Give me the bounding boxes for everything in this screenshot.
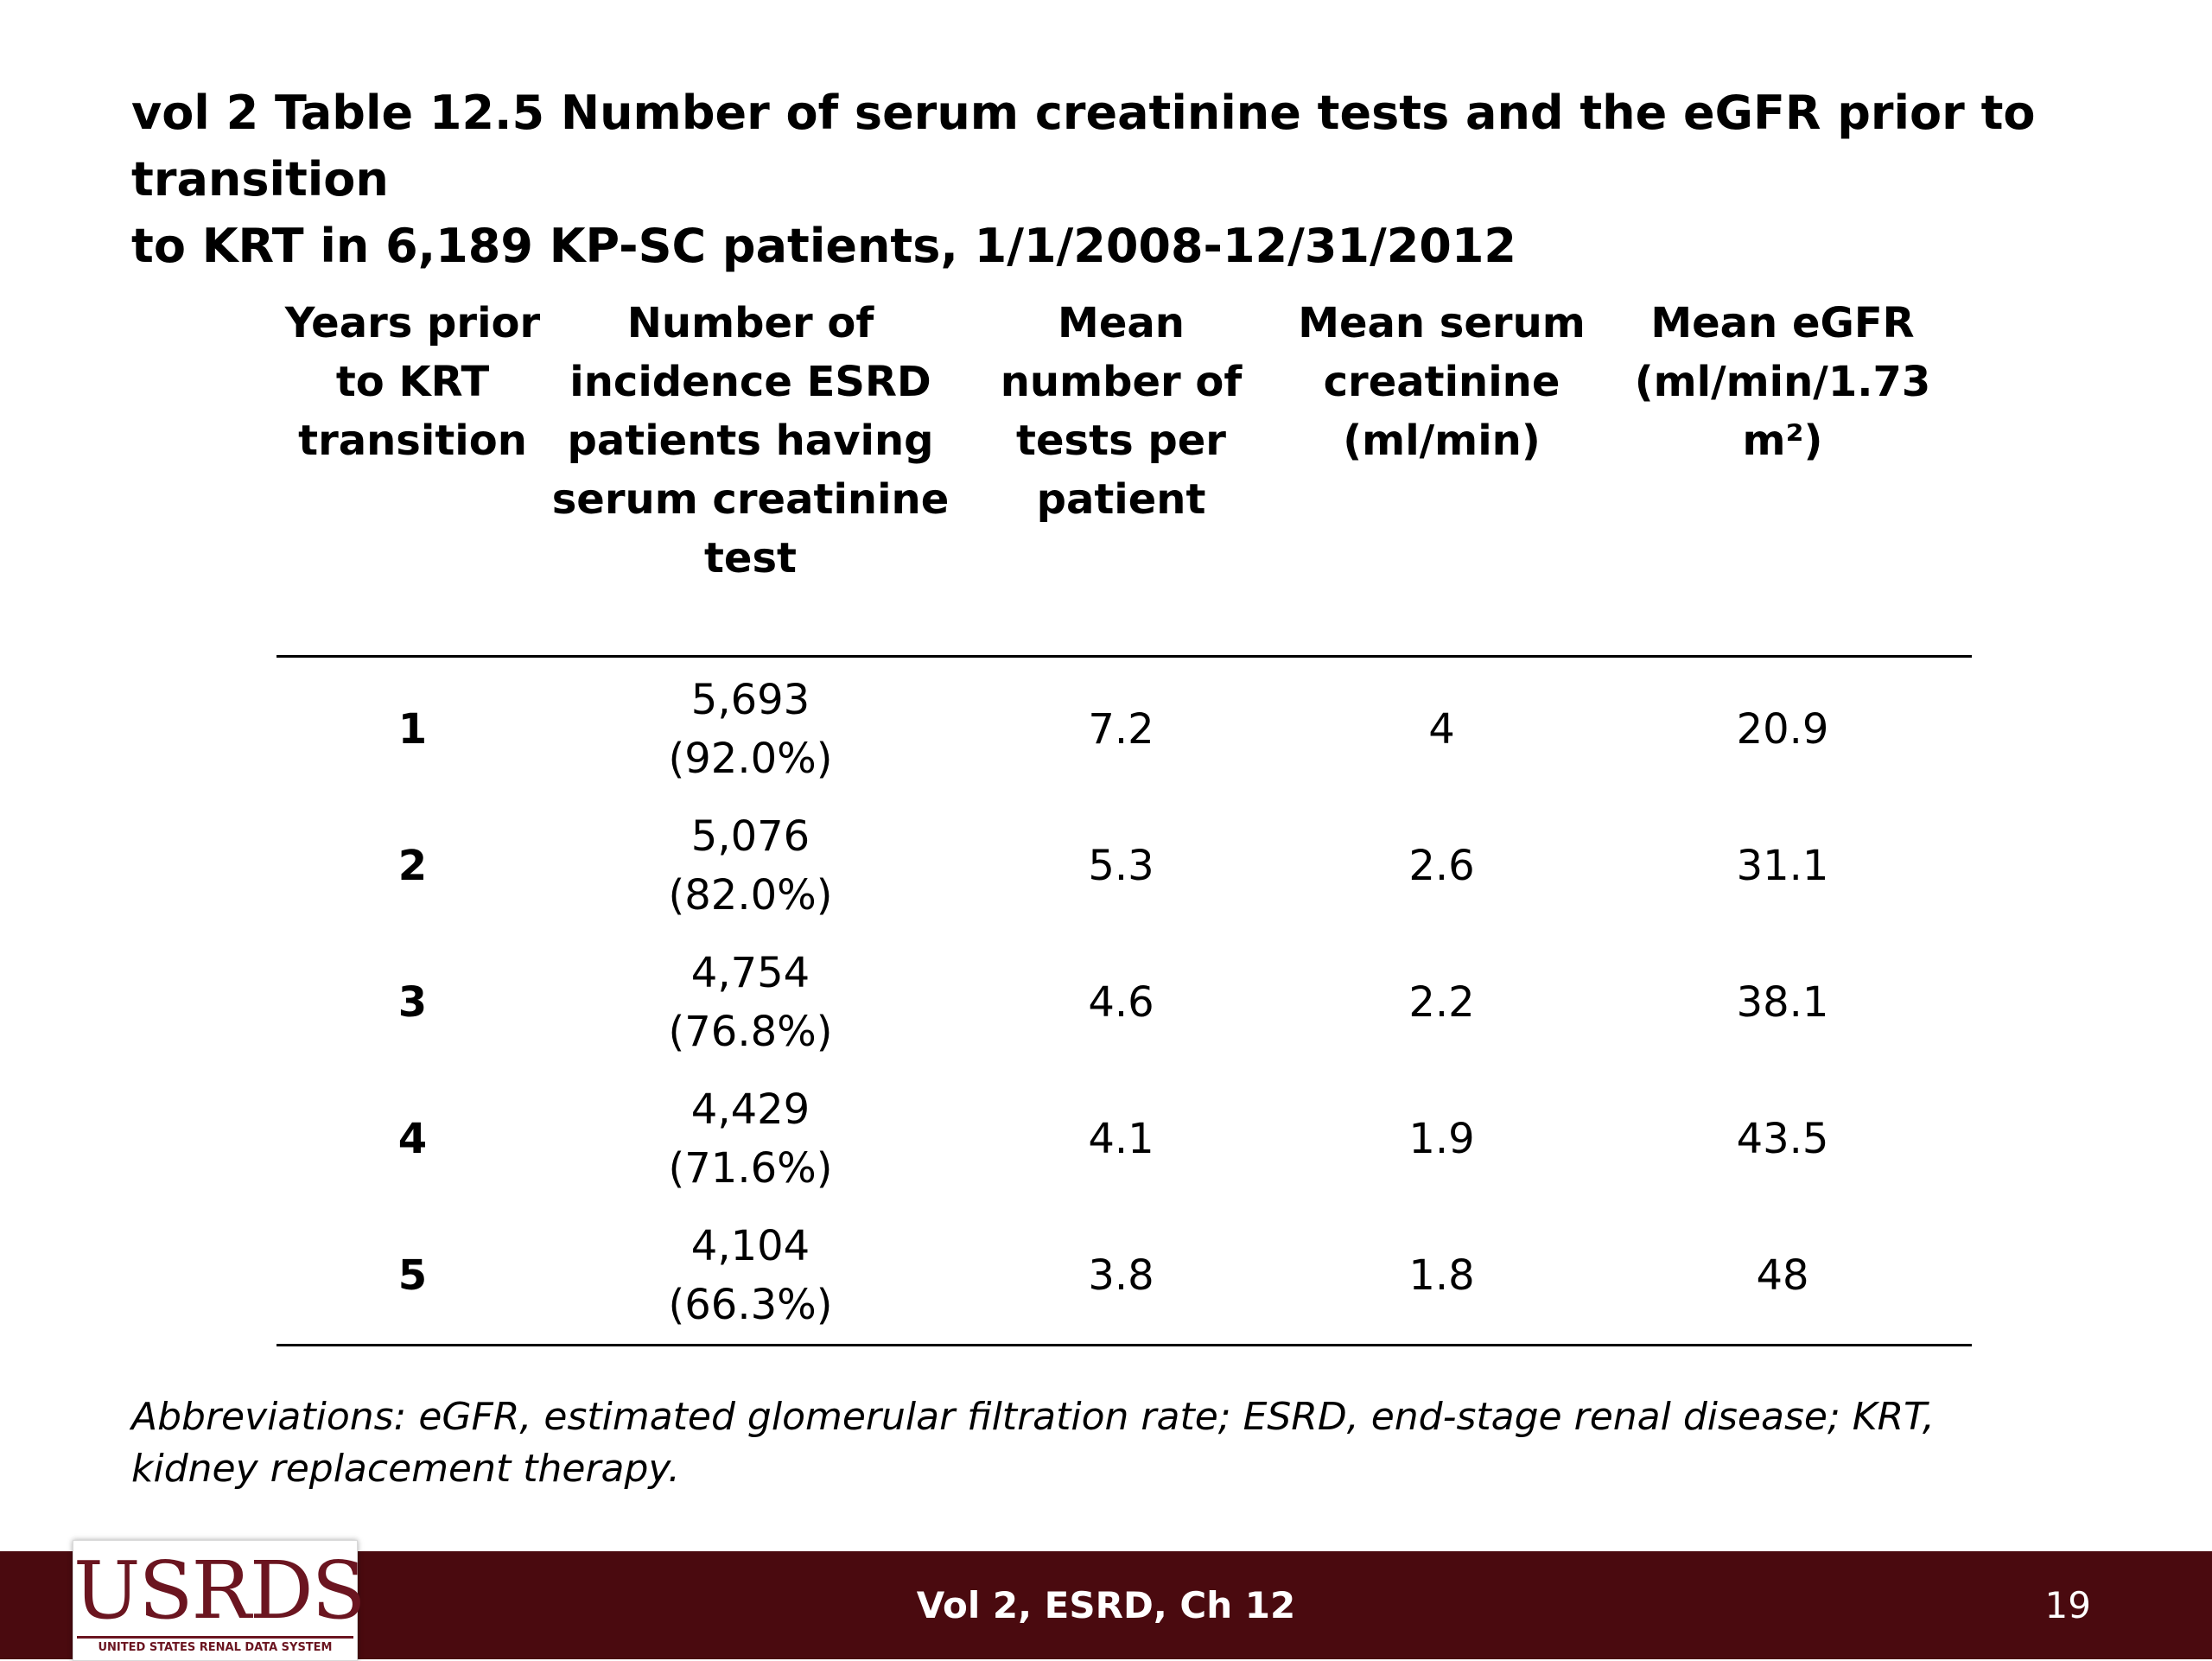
cell-mean-tests: 5.3 [1088,842,1154,890]
cell-year: 4 [397,1115,428,1163]
cell-year: 1 [397,705,428,754]
cell-year: 3 [397,978,428,1027]
cell-egfr: 48 [1593,1207,1972,1346]
cell-mean-tests: 4.6 [1088,978,1154,1027]
cell-egfr: 20.9 [1736,705,1829,754]
page-number: 19 [2044,1584,2091,1626]
cell-mean-tests: 4.1 [1088,1115,1154,1163]
cell-creatinine: 2.6 [1408,842,1475,890]
cell-creatinine: 1.8 [1290,1207,1593,1346]
cell-egfr: 43.5 [1736,1115,1829,1163]
table-row: 5 4,104 (66.3%) 3.8 1.8 48 [276,1207,1972,1346]
header-mean-creatinine: Mean serum creatinine (ml/min) [1290,294,1593,658]
footer-bar [0,1551,2212,1659]
cell-egfr: 38.1 [1736,978,1829,1027]
cell-egfr: 31.1 [1736,842,1829,890]
cell-creatinine: 2.2 [1408,978,1475,1027]
table-row: 3 4,754 (76.8%) 4.6 2.2 38.1 [276,934,1972,1071]
data-table: Years prior to KRT transition Number of … [276,294,1972,1346]
cell-patients: 5,076 (82.0%) [668,812,833,920]
usrds-logo: USRDS UNITED STATES RENAL DATA SYSTEM [73,1540,366,1661]
cell-mean-tests: 7.2 [1088,705,1154,754]
logo-divider [77,1636,353,1639]
logo-subtitle: UNITED STATES RENAL DATA SYSTEM [98,1641,333,1654]
cell-patients: 4,754 (76.8%) [668,949,833,1056]
table-row: 1 5,693 (92.0%) 7.2 4 20.9 [276,657,1972,799]
slide-title: vol 2 Table 12.5 Number of serum creatin… [131,86,2036,273]
footer-label: Vol 2, ESRD, Ch 12 [916,1584,1296,1626]
cell-year: 2 [397,842,428,890]
header-patients-tested: Number of incidence ESRD patients having… [549,294,952,658]
header-mean-tests: Mean number of tests per patient [952,294,1290,658]
header-years-prior: Years prior to KRT transition [276,294,549,658]
table-row: 4 4,429 (71.6%) 4.1 1.9 43.5 [276,1071,1972,1207]
cell-creatinine: 1.9 [1408,1115,1475,1163]
cell-patients: 5,693 (92.0%) [668,676,833,783]
cell-patients: 4,429 (71.6%) [668,1085,833,1193]
cell-creatinine: 4 [1428,705,1455,754]
header-mean-egfr: Mean eGFR (ml/min/1.73 m²) [1593,294,1972,658]
abbreviations-note: Abbreviations: eGFR, estimated glomerula… [131,1395,1935,1491]
table-header-row: Years prior to KRT transition Number of … [276,294,1972,658]
table-row: 2 5,076 (82.0%) 5.3 2.6 31.1 [276,798,1972,934]
cell-patients: 4,104 (66.3%) [549,1207,952,1346]
cell-mean-tests: 3.8 [952,1207,1290,1346]
cell-year: 5 [276,1207,549,1346]
logo-wordmark: USRDS [73,1544,366,1637]
